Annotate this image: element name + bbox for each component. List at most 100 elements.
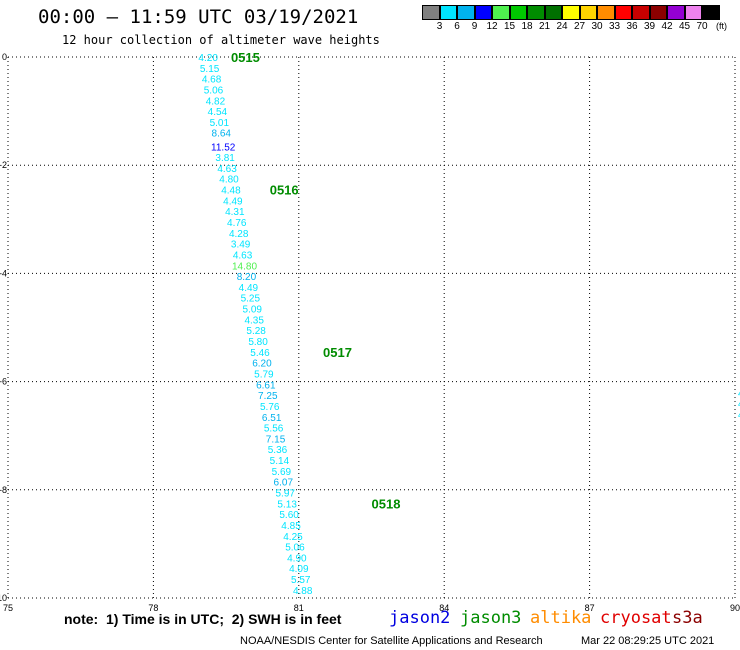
colorbar-swatch [439, 5, 457, 20]
legend-cryosat: cryosat [600, 608, 672, 628]
data-point-label: 4.49 [239, 283, 259, 294]
colorbar-label: 45 [678, 21, 691, 32]
x-tick-label: 75 [3, 603, 13, 613]
colorbar-swatch [579, 5, 597, 20]
y-tick-label: -4 [0, 268, 7, 278]
data-point-label: 4 [738, 410, 740, 421]
time-label: 0517 [323, 345, 352, 360]
colorbar-label: 9 [471, 21, 478, 32]
data-point-label: 5.56 [264, 424, 284, 435]
colorbar-label: 12 [486, 21, 498, 32]
data-point-label: 5.46 [250, 348, 270, 359]
footer-timestamp: Mar 22 08:29:25 UTC 2021 [581, 635, 715, 647]
data-point-label: 5.97 [275, 489, 295, 500]
colorbar-swatch [667, 5, 685, 20]
data-point-label: 4.76 [227, 218, 247, 229]
data-point-label: 3.49 [231, 240, 251, 251]
data-point-label: 4 [738, 399, 740, 410]
colorbar-swatch [509, 5, 527, 20]
data-point-label: 5.57 [291, 575, 311, 586]
data-point-label: 7.15 [266, 434, 286, 445]
colorbar-swatch [702, 5, 720, 20]
x-tick-label: 84 [439, 603, 449, 613]
y-tick-label: 0 [2, 52, 7, 62]
colorbar-unit: (ft) [716, 21, 727, 31]
data-point-label: 4.48 [221, 186, 241, 197]
time-label: 0515 [231, 50, 260, 65]
data-point-label: 6.07 [274, 478, 294, 489]
data-point-label: 4.49 [223, 196, 243, 207]
y-tick-label: -2 [0, 160, 7, 170]
data-point-label: 5.36 [268, 445, 288, 456]
colorbar-swatch [649, 5, 667, 20]
data-point-label: 4.68 [202, 75, 222, 86]
colorbar-label: 27 [573, 21, 586, 32]
data-point-label: 5.14 [270, 456, 290, 467]
legend-jason3: jason3 [460, 608, 522, 628]
data-point-label: 11.52 [211, 142, 236, 153]
colorbar-swatch [597, 5, 615, 20]
page-title: 00:00 – 11:59 UTC 03/19/2021 [38, 6, 359, 28]
data-point-label: 4.20 [198, 53, 218, 64]
colorbar-label: 24 [556, 21, 568, 32]
colorbar-label: 15 [503, 21, 516, 32]
colorbar-swatch [474, 5, 492, 20]
colorbar-label: 33 [608, 21, 621, 32]
colorbar-label: 42 [661, 21, 673, 32]
data-point-label: 5.01 [210, 118, 230, 129]
data-point-label: 5.06 [204, 85, 224, 96]
data-point-label: 4.54 [208, 107, 228, 118]
data-point-label: 4.25 [283, 532, 303, 543]
data-point-label: 5.09 [243, 305, 263, 316]
footer-credit: NOAA/NESDIS Center for Satellite Applica… [240, 635, 543, 647]
legend-altika: altika [530, 608, 592, 628]
data-point-label: 4.82 [206, 96, 226, 107]
data-point-label: 4.63 [217, 164, 237, 175]
colorbar-label: 39 [643, 21, 656, 32]
colorbar-label: 18 [521, 21, 533, 32]
data-point-label: 6.51 [262, 413, 282, 424]
page-subtitle: 12 hour collection of altimeter wave hei… [62, 33, 380, 47]
colorbar-label: 70 [696, 21, 708, 32]
x-tick-label: 90 [730, 603, 740, 613]
colorbar-label: 3 [436, 21, 443, 32]
colorbar-label: 21 [538, 21, 551, 32]
colorbar-swatch [527, 5, 545, 20]
data-point-label: 5.76 [260, 402, 280, 413]
legend-jason2: jason2 [389, 608, 451, 628]
colorbar-swatch [614, 5, 632, 20]
data-point-label: 4.28 [229, 229, 249, 240]
data-point-label: 5.79 [254, 369, 274, 380]
data-point-label: 5.15 [200, 64, 220, 75]
x-tick-label: 78 [148, 603, 158, 613]
data-point-label: 5.13 [277, 499, 297, 510]
x-tick-label: 81 [294, 603, 304, 613]
data-point-label: 4.63 [233, 250, 253, 261]
colorbar-swatch [544, 5, 562, 20]
x-tick-label: 87 [585, 603, 595, 613]
colorbar-label: 30 [591, 21, 603, 32]
time-label: 0516 [270, 183, 299, 198]
data-point-label: 4.88 [293, 586, 313, 597]
colorbar-label: 36 [626, 21, 638, 32]
y-tick-label: -6 [0, 377, 7, 387]
y-tick-label: -10 [0, 593, 7, 603]
data-point-label: 5.28 [246, 326, 266, 337]
data-point-label: 6.20 [252, 359, 272, 370]
data-point-label: 4.85 [281, 521, 301, 532]
colorbar-swatch [684, 5, 702, 20]
data-point-label: 8.20 [237, 272, 257, 283]
data-point-label: 5.60 [279, 510, 299, 521]
data-point-label: 4 [738, 388, 740, 399]
data-point-label: 4.35 [244, 315, 264, 326]
colorbar-label: 6 [454, 21, 460, 32]
data-point-label: 5.69 [272, 467, 292, 478]
data-point-label: 3.81 [215, 153, 235, 164]
data-point-label: 5.06 [285, 543, 305, 554]
data-point-label: 5.80 [248, 337, 268, 348]
colorbar-swatch [492, 5, 510, 20]
data-point-label: 6.61 [256, 380, 276, 391]
data-point-label: 7.25 [258, 391, 278, 402]
data-point-label: 8.64 [212, 129, 232, 140]
